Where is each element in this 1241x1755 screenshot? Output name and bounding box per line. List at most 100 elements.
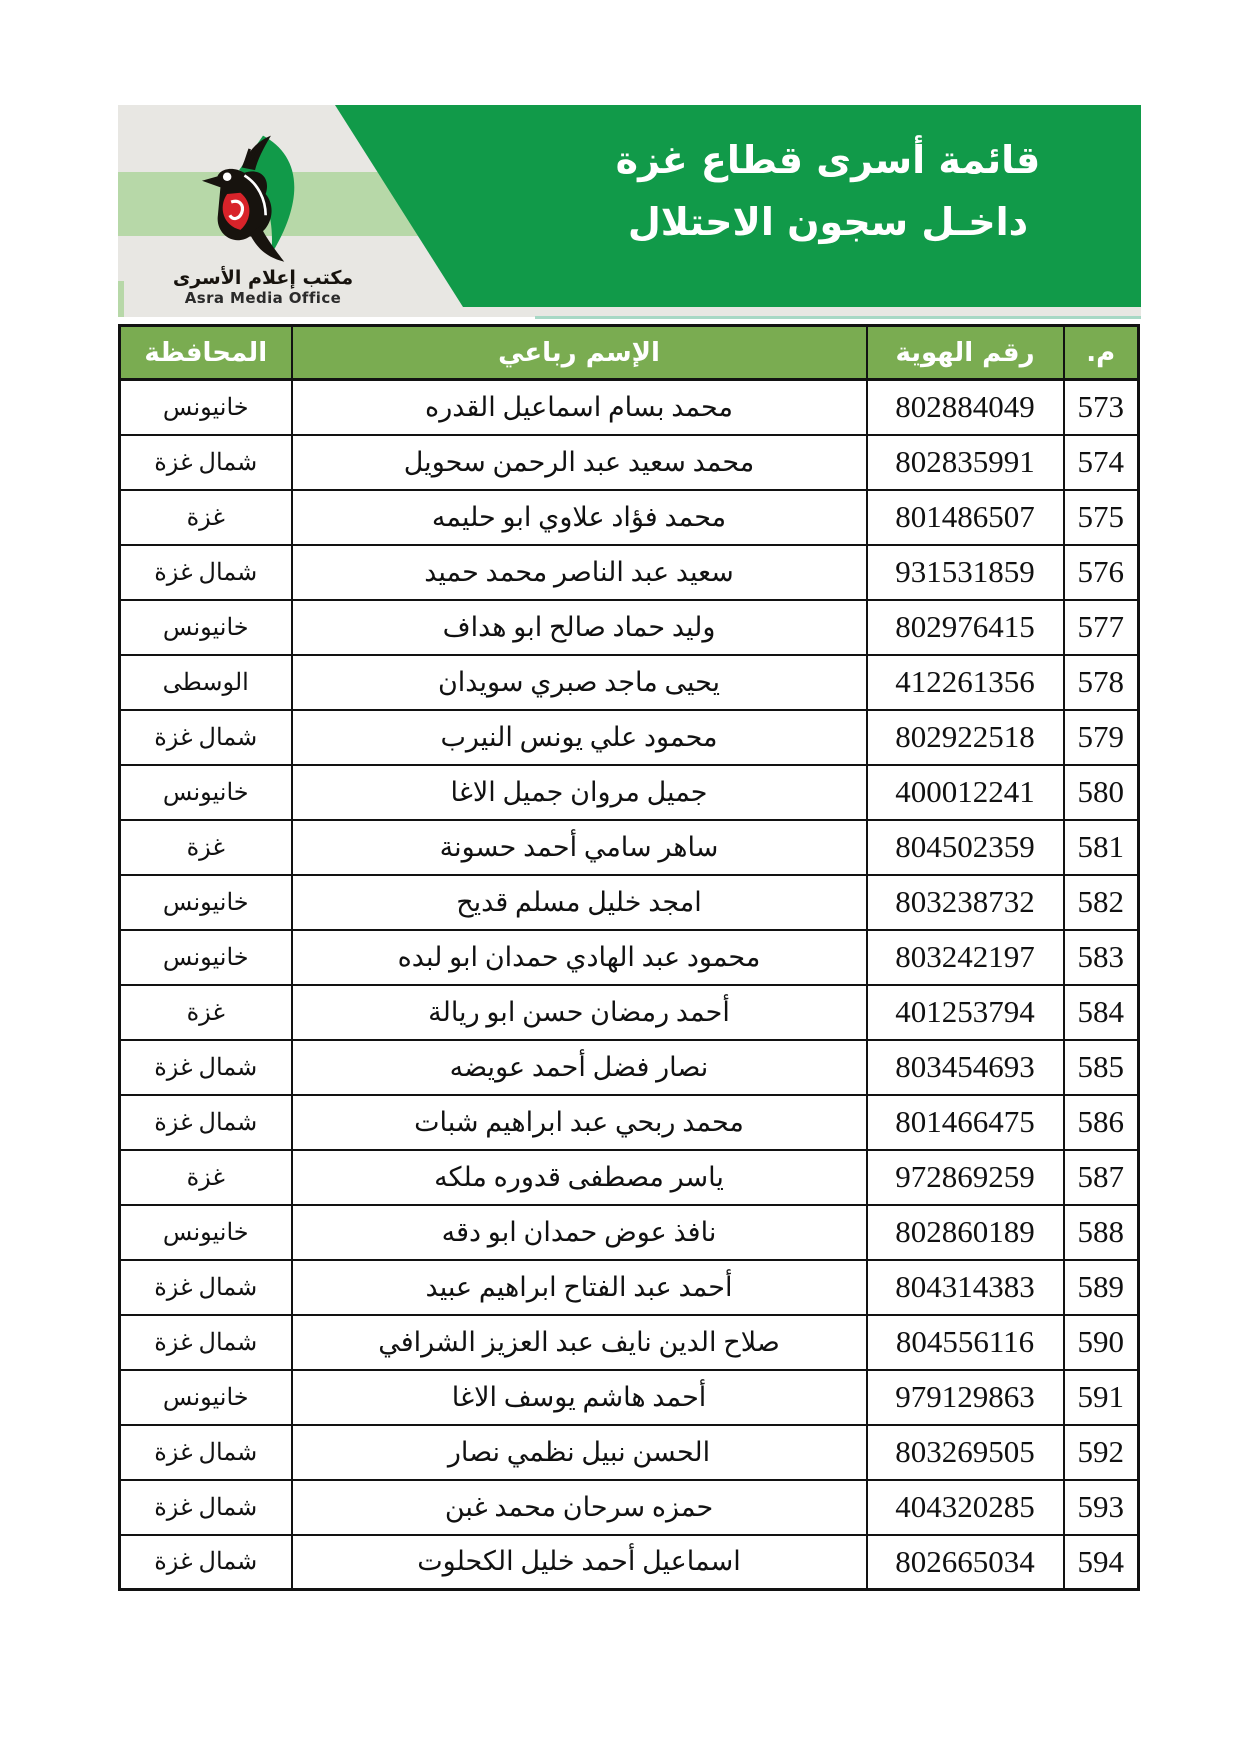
banner-green-shape [335, 105, 1141, 307]
table-header-row: م. رقم الهوية الإسم رباعي المحافظة [118, 324, 1140, 381]
cell-name: يحيى ماجد صبري سويدان [290, 653, 868, 711]
table-row: 578 412261356 يحيى ماجد صبري سويدان الوسطى [118, 653, 1140, 711]
cell-index: 575 [1062, 488, 1140, 546]
table-row: 577 802976415 وليد حماد صالح ابو هداف خانيو… [118, 598, 1140, 656]
table-row: 594 802665034 اسماعيل أحمد خليل الكحلوت شما… [118, 1533, 1140, 1591]
cell-governorate: خانيونس [118, 873, 293, 931]
cell-index: 585 [1062, 1038, 1140, 1096]
cell-name: محمود عبد الهادي حمدان ابو لبده [290, 928, 868, 986]
cell-governorate: خانيونس [118, 1368, 293, 1426]
table-row: 592 803269505 الحسن نبيل نظمي نصار شمال غزة [118, 1423, 1140, 1481]
cell-index: 577 [1062, 598, 1140, 656]
cell-governorate: شمال غزة [118, 1258, 293, 1316]
cell-name: امجد خليل مسلم قديح [290, 873, 868, 931]
accent-line [535, 316, 1141, 319]
cell-id-number: 804314383 [865, 1258, 1065, 1316]
cell-index: 587 [1062, 1148, 1140, 1206]
cell-index: 574 [1062, 433, 1140, 491]
cell-governorate: شمال غزة [118, 1533, 293, 1591]
cell-name: ياسر مصطفى قدوره ملكه [290, 1148, 868, 1206]
table-row: 581 804502359 ساهر سامي أحمد حسونة غزة [118, 818, 1140, 876]
cell-id-number: 401253794 [865, 983, 1065, 1041]
cell-governorate: خانيونس [118, 598, 293, 656]
header-banner: قائمة أسرى قطاع غزة داخـل سجون الاحتلال [118, 105, 1141, 317]
cell-name: أحمد رمضان حسن ابو ريالة [290, 983, 868, 1041]
table-row: 588 802860189 نافذ عوض حمدان ابو دقه خانيون… [118, 1203, 1140, 1261]
cell-governorate: شمال غزة [118, 1038, 293, 1096]
cell-id-number: 804556116 [865, 1313, 1065, 1371]
cell-index: 589 [1062, 1258, 1140, 1316]
cell-id-number: 804502359 [865, 818, 1065, 876]
cell-id-number: 400012241 [865, 763, 1065, 821]
table-row: 589 804314383 أحمد عبد الفتاح ابراهيم عبيد… [118, 1258, 1140, 1316]
cell-governorate: شمال غزة [118, 1478, 293, 1536]
cell-name: حمزه سرحان محمد غبن [290, 1478, 868, 1536]
cell-governorate: شمال غزة [118, 708, 293, 766]
cell-index: 582 [1062, 873, 1140, 931]
cell-id-number: 931531859 [865, 543, 1065, 601]
cell-name: أحمد هاشم يوسف الاغا [290, 1368, 868, 1426]
table-row: 573 802884049 محمد بسام اسماعيل القدره خاني… [118, 378, 1140, 436]
cell-name: وليد حماد صالح ابو هداف [290, 598, 868, 656]
table-row: 582 803238732 امجد خليل مسلم قديح خانيونس [118, 873, 1140, 931]
cell-name: اسماعيل أحمد خليل الكحلوت [290, 1533, 868, 1591]
cell-id-number: 802860189 [865, 1203, 1065, 1261]
cell-name: صلاح الدين نايف عبد العزيز الشرافي [290, 1313, 868, 1371]
cell-index: 594 [1062, 1533, 1140, 1591]
cell-index: 583 [1062, 928, 1140, 986]
cell-id-number: 801466475 [865, 1093, 1065, 1151]
cell-name: محمد ربحي عبد ابراهيم شبات [290, 1093, 868, 1151]
table-row: 576 931531859 سعيد عبد الناصر محمد حميد شما… [118, 543, 1140, 601]
col-header-index: م. [1062, 324, 1140, 381]
cell-governorate: شمال غزة [118, 1093, 293, 1151]
cell-index: 580 [1062, 763, 1140, 821]
cell-governorate: خانيونس [118, 928, 293, 986]
col-header-name: الإسم رباعي [290, 324, 868, 381]
cell-index: 592 [1062, 1423, 1140, 1481]
cell-id-number: 803242197 [865, 928, 1065, 986]
cell-governorate: شمال غزة [118, 543, 293, 601]
cell-name: جميل مروان جميل الاغا [290, 763, 868, 821]
cell-index: 579 [1062, 708, 1140, 766]
left-green-sliver [118, 281, 124, 317]
table-row: 579 802922518 محمود علي يونس النيرب شمال غز… [118, 708, 1140, 766]
cell-index: 578 [1062, 653, 1140, 711]
page-title-line2: داخـل سجون الاحتلال [627, 200, 1029, 244]
cell-name: الحسن نبيل نظمي نصار [290, 1423, 868, 1481]
prisoners-table: م. رقم الهوية الإسم رباعي المحافظة 573 80… [118, 324, 1140, 1591]
cell-name: سعيد عبد الناصر محمد حميد [290, 543, 868, 601]
cell-name: ساهر سامي أحمد حسونة [290, 818, 868, 876]
cell-governorate: شمال غزة [118, 1423, 293, 1481]
cell-governorate: غزة [118, 818, 293, 876]
cell-id-number: 979129863 [865, 1368, 1065, 1426]
page-title-line1: قائمة أسرى قطاع غزة [615, 138, 1041, 182]
cell-name: محمد بسام اسماعيل القدره [290, 378, 868, 436]
cell-governorate: الوسطى [118, 653, 293, 711]
cell-id-number: 972869259 [865, 1148, 1065, 1206]
cell-index: 586 [1062, 1093, 1140, 1151]
table-row: 587 972869259 ياسر مصطفى قدوره ملكه غزة [118, 1148, 1140, 1206]
cell-id-number: 412261356 [865, 653, 1065, 711]
cell-id-number: 802665034 [865, 1533, 1065, 1591]
cell-governorate: غزة [118, 983, 293, 1041]
cell-name: نصار فضل أحمد عويضه [290, 1038, 868, 1096]
cell-id-number: 802884049 [865, 378, 1065, 436]
cell-governorate: غزة [118, 488, 293, 546]
table-row: 590 804556116 صلاح الدين نايف عبد العزيز ا… [118, 1313, 1140, 1371]
cell-index: 573 [1062, 378, 1140, 436]
table-row: 584 401253794 أحمد رمضان حسن ابو ريالة غزة [118, 983, 1140, 1041]
cell-governorate: خانيونس [118, 1203, 293, 1261]
table-row: 591 979129863 أحمد هاشم يوسف الاغا خانيونس [118, 1368, 1140, 1426]
cell-governorate: خانيونس [118, 378, 293, 436]
cell-name: نافذ عوض حمدان ابو دقه [290, 1203, 868, 1261]
table-row: 585 803454693 نصار فضل أحمد عويضه شمال غزة [118, 1038, 1140, 1096]
cell-index: 588 [1062, 1203, 1140, 1261]
cell-governorate: شمال غزة [118, 433, 293, 491]
cell-name: أحمد عبد الفتاح ابراهيم عبيد [290, 1258, 868, 1316]
col-header-id-number: رقم الهوية [865, 324, 1065, 381]
cell-governorate: خانيونس [118, 763, 293, 821]
cell-id-number: 404320285 [865, 1478, 1065, 1536]
table-row: 575 801486507 محمد فؤاد علاوي ابو حليمه غزة [118, 488, 1140, 546]
cell-id-number: 803238732 [865, 873, 1065, 931]
